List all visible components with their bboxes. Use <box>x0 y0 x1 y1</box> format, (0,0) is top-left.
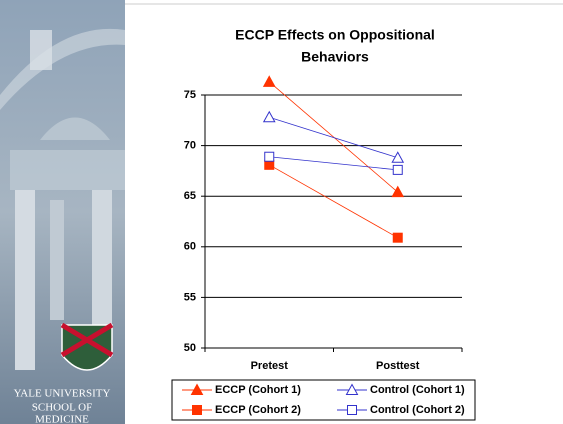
y-tick-label: 60 <box>184 241 196 253</box>
slide: YALE UNIVERSITY SCHOOL OF MEDICINE ECCP … <box>0 0 563 424</box>
y-tick-label: 70 <box>184 140 196 152</box>
marker <box>393 233 402 242</box>
marker <box>393 165 402 174</box>
y-tick-label: 55 <box>184 291 196 303</box>
y-tick-label: 65 <box>184 190 196 202</box>
x-tick-label: Pretest <box>251 360 289 372</box>
marker <box>265 152 274 161</box>
marker <box>392 152 403 162</box>
legend-label: Control (Cohort 1) <box>370 384 465 396</box>
chart-title: Behaviors <box>301 49 369 65</box>
marker <box>264 76 275 86</box>
y-tick-label: 50 <box>184 342 196 354</box>
legend-label: ECCP (Cohort 2) <box>215 404 301 416</box>
logo-text: SCHOOL OF <box>32 402 92 414</box>
legend-label: ECCP (Cohort 1) <box>215 384 301 396</box>
logo-text: MEDICINE <box>35 414 89 424</box>
legend-label: Control (Cohort 2) <box>370 404 465 416</box>
series-line <box>269 117 398 157</box>
logo-text: YALE UNIVERSITY <box>14 388 111 400</box>
y-tick-label: 75 <box>184 89 196 101</box>
marker <box>264 112 275 122</box>
marker <box>392 187 403 197</box>
sidebar-image: YALE UNIVERSITY SCHOOL OF MEDICINE <box>0 0 125 424</box>
chart-title: ECCP Effects on Oppositional <box>235 27 435 43</box>
x-tick-label: Posttest <box>376 360 420 372</box>
legend-marker <box>193 406 202 415</box>
legend-marker <box>348 406 357 415</box>
series-line <box>269 157 398 170</box>
